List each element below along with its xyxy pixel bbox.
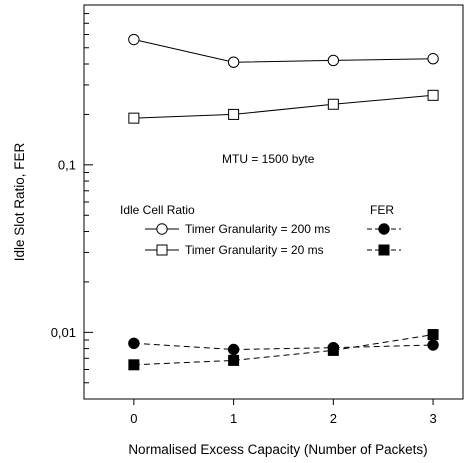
data-point-fer20 [327, 344, 339, 356]
data-point-fer20 [228, 354, 240, 366]
legend: Idle Cell Ratio FER Timer Granularity = … [120, 203, 401, 257]
data-point-icr200 [427, 53, 439, 65]
x-tick-label: 1 [230, 411, 237, 426]
series-fer20 [128, 329, 439, 371]
series-line-fer20 [133, 334, 434, 366]
series-fer200 [128, 337, 439, 356]
y-tick-label: 0,1 [58, 157, 76, 172]
y-axis: 0,01 0,1 [51, 4, 93, 400]
x-tick-label: 2 [330, 411, 337, 426]
legend-title-idle-cell-ratio: Idle Cell Ratio [120, 203, 195, 217]
legend-marker-fer20 [378, 244, 390, 256]
series-icr20 [128, 89, 439, 124]
x-tick-label: 0 [130, 411, 137, 426]
plot-area-frame [83, 4, 464, 400]
data-point-icr20 [427, 89, 439, 101]
legend-marker-icr20 [156, 244, 168, 256]
x-axis-title: Normalised Excess Capacity (Number of Pa… [128, 442, 427, 457]
y-axis-title: Idle Slot Ratio, FER [12, 142, 27, 261]
data-point-icr20 [228, 108, 240, 120]
series-line-fer200 [133, 342, 434, 351]
series-line-icr20 [133, 94, 434, 119]
x-axis: 0 1 2 3 [130, 399, 437, 426]
y-tick-label: 0,01 [51, 325, 76, 340]
legend-label-20ms: Timer Granularity = 20 ms [185, 243, 324, 257]
data-point-fer200 [128, 337, 140, 350]
data-point-icr200 [227, 56, 240, 68]
data-point-icr20 [128, 112, 140, 124]
legend-title-fer: FER [370, 203, 394, 217]
series-icr200 [128, 33, 439, 68]
annotation-mtu: MTU = 1500 byte [222, 152, 315, 166]
x-tick-label: 3 [429, 411, 436, 426]
legend-label-200ms: Timer Granularity = 200 ms [185, 222, 330, 236]
data-point-fer200 [427, 339, 439, 351]
series-layer [128, 33, 439, 371]
legend-marker-icr200 [156, 223, 168, 235]
data-point-fer20 [427, 329, 439, 341]
data-point-fer200 [227, 343, 240, 356]
data-point-fer20 [128, 359, 140, 371]
data-point-icr200 [327, 54, 340, 67]
data-point-icr20 [327, 98, 339, 110]
series-line-icr200 [133, 39, 434, 63]
data-point-icr200 [128, 33, 140, 46]
legend-marker-fer200 [378, 223, 390, 235]
